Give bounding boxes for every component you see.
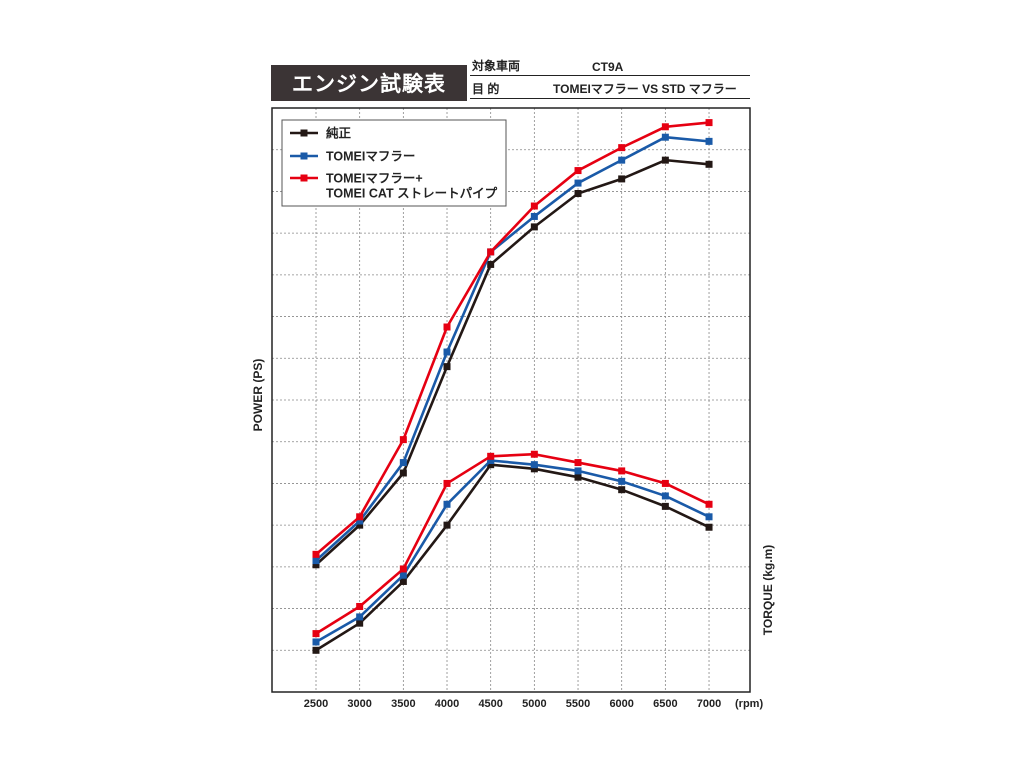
- plot-frame: [271, 107, 751, 693]
- x-tick-label: 6000: [609, 698, 633, 710]
- data-point-power: [487, 248, 495, 256]
- x-tick-label: 5500: [566, 698, 590, 710]
- data-point-power: [443, 363, 451, 371]
- data-point-torque: [618, 486, 626, 494]
- data-point-power: [618, 156, 626, 164]
- data-point-torque: [356, 619, 364, 627]
- data-point-power: [356, 517, 364, 525]
- data-point-power: [574, 167, 582, 175]
- data-point-power: [661, 156, 669, 164]
- x-tick-label: 5000: [522, 698, 546, 710]
- data-point-torque: [443, 521, 451, 529]
- legend-swatch-marker: [300, 129, 308, 137]
- series-line-power: [315, 158, 710, 566]
- data-point-power: [705, 160, 713, 168]
- data-point-torque: [574, 459, 582, 467]
- vehicle-value: CT9A: [592, 60, 624, 74]
- purpose-value: TOMEIマフラー VS STD マフラー: [553, 82, 737, 96]
- data-point-power: [661, 123, 669, 131]
- data-point-torque: [399, 571, 407, 579]
- data-point-power: [530, 202, 538, 210]
- data-point-torque: [661, 479, 669, 487]
- data-point-power: [399, 436, 407, 444]
- data-point-torque: [705, 500, 713, 508]
- data-point-power: [618, 144, 626, 152]
- data-point-power: [705, 137, 713, 145]
- data-point-power: [530, 223, 538, 231]
- data-point-power: [356, 521, 364, 529]
- series-line-torque: [315, 452, 710, 635]
- data-point-power: [574, 190, 582, 198]
- vehicle-label: 対象車両: [472, 59, 521, 73]
- data-point-torque: [487, 461, 495, 469]
- data-point-power: [399, 469, 407, 477]
- data-point-power: [443, 323, 451, 331]
- data-point-torque: [618, 477, 626, 485]
- data-point-power: [356, 513, 364, 521]
- x-tick-label: 7000: [697, 698, 721, 710]
- data-point-torque: [487, 452, 495, 460]
- data-point-power: [661, 133, 669, 141]
- x-tick-label: 6500: [653, 698, 677, 710]
- data-point-power: [487, 260, 495, 268]
- data-point-power: [399, 459, 407, 467]
- data-point-torque: [443, 479, 451, 487]
- x-tick-label: 3000: [347, 698, 371, 710]
- info-row-purpose: 目 的 TOMEIマフラー VS STD マフラー: [470, 82, 750, 99]
- series-line-torque: [315, 459, 710, 644]
- data-point-power: [618, 175, 626, 183]
- data-point-torque: [661, 502, 669, 510]
- series-line-power: [315, 135, 710, 562]
- x-tick-label: 4500: [478, 698, 502, 710]
- data-point-torque: [443, 500, 451, 508]
- data-point-torque: [356, 602, 364, 610]
- data-point-torque: [530, 450, 538, 458]
- data-point-power: [312, 557, 320, 565]
- data-point-torque: [661, 492, 669, 500]
- data-point-torque: [356, 613, 364, 621]
- data-point-torque: [399, 577, 407, 585]
- x-tick-label: 3500: [391, 698, 415, 710]
- series-line-power: [315, 121, 710, 556]
- series-line-torque: [315, 463, 710, 652]
- legend-swatch-marker: [300, 152, 308, 160]
- chart-title: エンジン試験表: [271, 65, 467, 101]
- x-tick-label: 4000: [435, 698, 459, 710]
- data-point-power: [312, 561, 320, 569]
- data-point-torque: [705, 513, 713, 521]
- data-point-torque: [530, 461, 538, 469]
- data-point-power: [443, 348, 451, 356]
- legend-label: TOMEIマフラー+: [326, 172, 423, 186]
- data-point-torque: [530, 465, 538, 473]
- data-point-torque: [574, 467, 582, 475]
- legend-label: 純正: [326, 126, 352, 141]
- x-tick-labels: 2500 3000 3500 4000 4500 5000 5500 6000 6500 7000: [304, 698, 722, 710]
- data-point-torque: [574, 473, 582, 481]
- data-point-torque: [312, 630, 320, 638]
- data-point-torque: [399, 565, 407, 573]
- data-point-torque: [705, 523, 713, 531]
- legend-label: TOMEIマフラー: [326, 150, 415, 164]
- data-point-torque: [487, 456, 495, 464]
- legend-box: [281, 119, 507, 207]
- data-point-torque: [312, 638, 320, 646]
- y-axis-label-torque: TORQUE (kg.m): [761, 545, 775, 635]
- y-axis-label-power: POWER (PS): [251, 359, 265, 432]
- legend-swatch-marker: [300, 174, 308, 182]
- purpose-label: 目 的: [472, 82, 500, 96]
- x-tick-label: 2500: [304, 698, 328, 710]
- x-axis-label: (rpm): [735, 698, 763, 710]
- chart-series: [312, 119, 713, 654]
- data-point-power: [705, 119, 713, 127]
- data-point-power: [312, 550, 320, 558]
- data-point-torque: [618, 467, 626, 475]
- data-point-torque: [312, 646, 320, 654]
- data-point-power: [530, 212, 538, 220]
- info-row-vehicle: 対象車両 CT9A: [470, 59, 750, 76]
- chart-legend: 純正 TOMEIマフラー TOMEIマフラー+TOMEI CAT ストレートパイプ: [281, 119, 507, 207]
- legend-label: TOMEI CAT ストレートパイプ: [326, 186, 498, 201]
- data-point-power: [574, 179, 582, 187]
